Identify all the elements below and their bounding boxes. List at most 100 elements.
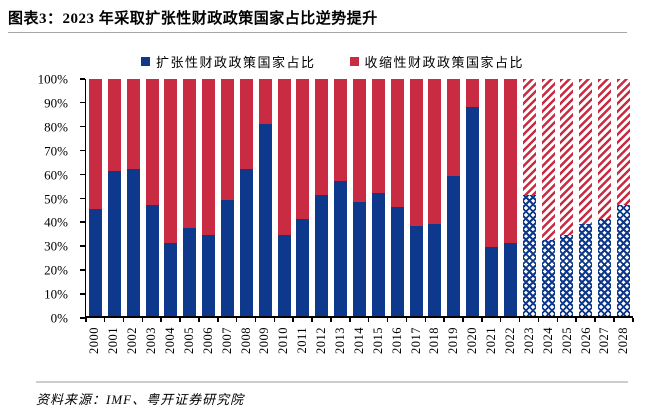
- stacked-bar-2018: [428, 79, 442, 316]
- stacked-bar-2010: [277, 79, 291, 316]
- title-divider: [8, 32, 627, 33]
- stacked-bar-2008: [239, 79, 253, 316]
- stacked-bar-2028: [616, 79, 630, 316]
- segment-contractionary: [277, 79, 291, 236]
- x-tick-label: 2020: [465, 327, 479, 354]
- x-tick-label: 2008: [238, 327, 253, 354]
- x-label-slot: 2005: [179, 327, 198, 369]
- y-tick-label: 0%: [50, 310, 68, 326]
- bar-slot: [444, 79, 463, 316]
- x-axis-tick: [424, 318, 427, 322]
- bar-slot: [256, 79, 275, 316]
- x-axis-tick: [311, 318, 313, 322]
- segment-contractionary: [466, 79, 480, 108]
- x-tick-label: 2010: [276, 327, 291, 354]
- stacked-bar-2020: [466, 79, 480, 316]
- segment-contractionary: [371, 79, 385, 193]
- segment-expansionary: [522, 195, 536, 316]
- segment-expansionary: [220, 199, 234, 316]
- segment-contractionary: [202, 79, 216, 236]
- bar-slot: [576, 79, 595, 316]
- bar-slot: [595, 79, 614, 316]
- segment-contractionary: [484, 79, 498, 248]
- x-tick-label: 2025: [559, 327, 574, 354]
- x-axis-tick: [443, 318, 445, 322]
- segment-expansionary: [183, 228, 197, 316]
- segment-expansionary: [390, 206, 404, 316]
- y-tick-label: 30%: [44, 238, 68, 254]
- segment-expansionary: [560, 235, 574, 316]
- x-axis-tick: [103, 318, 106, 322]
- segment-expansionary: [315, 195, 329, 316]
- plot-wrap: [80, 78, 634, 322]
- segment-expansionary: [126, 169, 140, 316]
- bar-slot: [501, 79, 520, 316]
- stacked-bar-2005: [183, 79, 197, 316]
- bar-slot: [388, 79, 407, 316]
- x-label-slot: 2013: [331, 327, 350, 369]
- x-axis-tick: [349, 318, 351, 322]
- segment-contractionary: [145, 79, 159, 205]
- x-label-slot: 2012: [312, 327, 331, 369]
- legend-label: 收缩性财政政策国家占比: [364, 55, 525, 70]
- x-label-slot: 2026: [576, 327, 595, 369]
- bar-slot: [218, 79, 237, 316]
- stacked-bar-2013: [334, 79, 348, 316]
- segment-expansionary: [616, 204, 630, 316]
- legend-item-expansionary: 扩张性财政政策国家占比: [140, 52, 316, 71]
- stacked-bar-2014: [352, 79, 366, 316]
- legend-swatch-blue-icon: [140, 57, 150, 66]
- x-axis-tick: [217, 318, 219, 322]
- x-axis-tick: [141, 318, 144, 322]
- bar-slot: [463, 79, 482, 316]
- y-axis-tick: [80, 221, 85, 223]
- y-axis-tick: [80, 245, 85, 247]
- x-tick-label: 2028: [616, 327, 631, 354]
- x-label-slot: 2028: [614, 327, 633, 369]
- x-label-slot: 2024: [538, 327, 557, 369]
- x-axis-tick: [556, 318, 559, 322]
- segment-expansionary: [202, 235, 216, 316]
- segment-expansionary: [541, 240, 555, 316]
- x-tick-label: 2000: [87, 327, 102, 354]
- x-label-slot: 2003: [142, 327, 161, 369]
- legend: 扩张性财政政策国家占比 收缩性财政政策国家占比: [40, 52, 625, 71]
- x-label-slot: 2025: [557, 327, 576, 369]
- x-axis-tick: [405, 318, 408, 322]
- x-axis-tick: [85, 318, 87, 322]
- x-label-slot: 2014: [349, 327, 368, 369]
- x-axis-tick: [273, 318, 276, 322]
- segment-expansionary: [239, 169, 253, 316]
- segment-expansionary: [296, 218, 310, 316]
- x-label-slot: 2011: [293, 327, 312, 369]
- legend-label: 扩张性财政政策国家占比: [155, 55, 316, 70]
- x-axis-tick: [367, 318, 370, 322]
- x-label-slot: 2002: [123, 327, 142, 369]
- segment-contractionary: [334, 79, 348, 181]
- x-tick-label: 2004: [162, 327, 177, 354]
- x-axis-tick: [537, 318, 540, 322]
- y-tick-label: 70%: [44, 143, 68, 159]
- y-tick-label: 60%: [44, 167, 68, 183]
- bar-slot: [557, 79, 576, 316]
- bar-slot: [520, 79, 539, 316]
- x-tick-label: 2026: [578, 327, 593, 354]
- segment-expansionary: [598, 218, 612, 316]
- y-tick-label: 80%: [44, 119, 68, 135]
- bar-slot: [86, 79, 105, 316]
- x-axis-tick: [292, 318, 294, 322]
- stacked-bar-2003: [145, 79, 159, 316]
- source-note: 资料来源：IMF、粤开证券研究院: [36, 392, 245, 407]
- bar-slot: [161, 79, 180, 316]
- segment-expansionary: [428, 223, 442, 316]
- x-axis-tick: [632, 318, 634, 322]
- x-label-slot: 2007: [217, 327, 236, 369]
- segment-contractionary: [579, 79, 593, 224]
- stacked-bar-2000: [88, 79, 102, 316]
- x-tick-label: 2027: [597, 327, 612, 354]
- segment-contractionary: [409, 79, 423, 226]
- x-axis-tick: [594, 318, 596, 322]
- bar-slot: [407, 79, 426, 316]
- stacked-bar-2001: [107, 79, 121, 316]
